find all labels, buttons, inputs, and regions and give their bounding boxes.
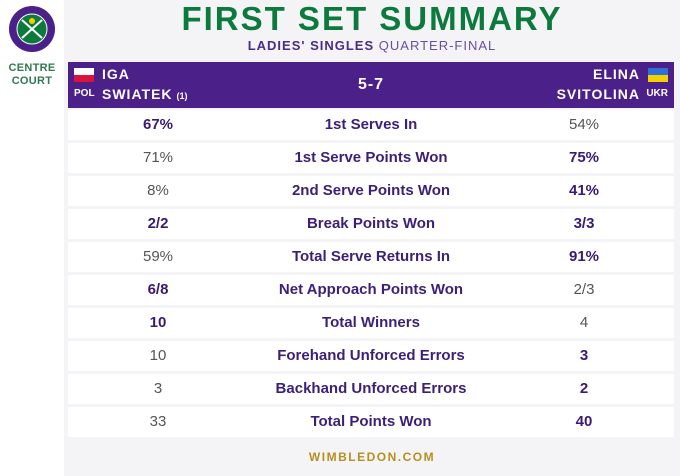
footer-website: WIMBLEDON.COM (308, 450, 436, 464)
player2-stat: 2/3 (573, 281, 595, 298)
stat-label: Break Points Won (306, 215, 436, 232)
player1-last-name-block: SWIATEK (1) (102, 86, 188, 102)
player1-stat: 10 (149, 314, 167, 331)
player1-stat: 3 (153, 380, 163, 397)
player1-stat: 8% (147, 182, 169, 199)
stat-row: 67% 1st Serves In 54% (68, 110, 674, 140)
player1-stat: 71% (142, 149, 174, 166)
player2-stat: 3/3 (573, 215, 595, 232)
stat-row: 10 Total Winners 4 (68, 308, 674, 338)
player1-stat: 2/2 (147, 215, 169, 232)
stat-label: Forehand Unforced Errors (277, 347, 465, 364)
stat-row: 33 Total Points Won 40 (68, 407, 674, 437)
ukraine-flag-icon (648, 68, 668, 82)
stat-label: 2nd Serve Points Won (291, 182, 451, 199)
set-score: 5-7 (357, 76, 385, 93)
player1-seed: (1) (176, 91, 188, 101)
player1-stat: 33 (149, 413, 167, 430)
player2-last-name: SVITOLINA (556, 86, 640, 102)
stat-label: Total Points Won (310, 413, 432, 430)
player1-stat: 67% (142, 116, 174, 133)
court-label: CENTRE COURT (0, 62, 64, 88)
page-subtitle: LADIES' SINGLES QUARTER-FINAL (64, 38, 680, 54)
player1-country: POL (74, 88, 95, 99)
player1-first-name: IGA (102, 66, 130, 82)
player2-stat: 4 (579, 314, 589, 331)
stat-label: Total Winners (322, 314, 420, 331)
stat-row: 71% 1st Serve Points Won 75% (68, 143, 674, 173)
player1-stat: 10 (149, 347, 167, 364)
players-header: POL IGA SWIATEK (1) 5-7 ELINA SVITOLINA U… (68, 62, 674, 108)
wimbledon-logo (9, 6, 55, 52)
stat-label: 1st Serves In (324, 116, 418, 133)
round-name: QUARTER-FINAL (378, 38, 497, 53)
stat-row: 3 Backhand Unforced Errors 2 (68, 374, 674, 404)
page-title: FIRST SET SUMMARY (181, 0, 563, 37)
left-brand-strip: CENTRE COURT (0, 0, 64, 476)
stat-label: Total Serve Returns In (291, 248, 451, 265)
court-line2: COURT (11, 75, 53, 87)
stat-label: Net Approach Points Won (278, 281, 464, 298)
stat-row: 10 Forehand Unforced Errors 3 (68, 341, 674, 371)
player1-last-name: SWIATEK (102, 86, 173, 102)
stat-row: 59% Total Serve Returns In 91% (68, 242, 674, 272)
poland-flag-icon (74, 68, 94, 82)
player2-stat: 41% (568, 182, 600, 199)
stats-table: 67% 1st Serves In 54% 71% 1st Serve Poin… (68, 110, 674, 440)
player2-stat: 75% (568, 149, 600, 166)
player2-stat: 54% (568, 116, 600, 133)
player2-stat: 2 (579, 380, 589, 397)
event-name: LADIES' SINGLES (247, 38, 375, 53)
stat-row: 8% 2nd Serve Points Won 41% (68, 176, 674, 206)
player2-stat: 40 (575, 413, 593, 430)
stat-row: 2/2 Break Points Won 3/3 (68, 209, 674, 239)
player2-country: UKR (646, 88, 668, 99)
player1-stat: 59% (142, 248, 174, 265)
player2-stat: 3 (579, 347, 589, 364)
stat-row: 6/8 Net Approach Points Won 2/3 (68, 275, 674, 305)
stat-label: Backhand Unforced Errors (275, 380, 467, 397)
player2-first-name: ELINA (593, 66, 640, 82)
stat-label: 1st Serve Points Won (294, 149, 448, 166)
player1-stat: 6/8 (147, 281, 169, 298)
player2-stat: 91% (568, 248, 600, 265)
court-line1: CENTRE (8, 62, 56, 74)
